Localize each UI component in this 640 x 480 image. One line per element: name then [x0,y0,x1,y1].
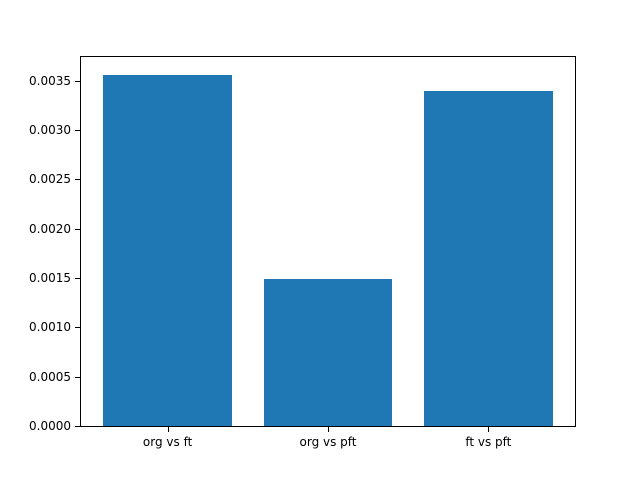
y-tick-label: 0.0000 [29,419,71,433]
x-tick-label: ft vs pft [465,435,512,449]
x-tick-mark [488,427,490,432]
y-tick-label: 0.0005 [29,369,71,384]
y-tick-label: 0.0030 [29,123,71,137]
bar-ft-vs-pft [424,90,553,426]
plot-area [80,56,576,427]
x-tick-mark [167,427,169,432]
y-tick-mark [75,426,80,427]
y-tick-label: 0.0010 [29,320,71,335]
y-tick-mark [75,130,80,131]
y-tick-mark [75,179,80,181]
y-tick-mark [75,228,80,230]
bar-org-vs-pft [263,278,393,426]
x-tick-label: org vs pft [299,435,357,449]
y-tick-mark [75,80,80,82]
y-tick-label: 0.0015 [29,271,71,285]
y-tick-label: 0.0025 [29,172,71,187]
y-tick-mark [75,278,80,279]
y-tick-mark [75,327,80,329]
y-tick-mark [75,376,80,378]
y-tick-label: 0.0020 [29,221,71,236]
x-tick-label: org vs ft [142,435,193,449]
bar-org-vs-ft [103,74,232,426]
y-tick-label: 0.0035 [29,73,71,88]
x-tick-mark [328,427,329,432]
